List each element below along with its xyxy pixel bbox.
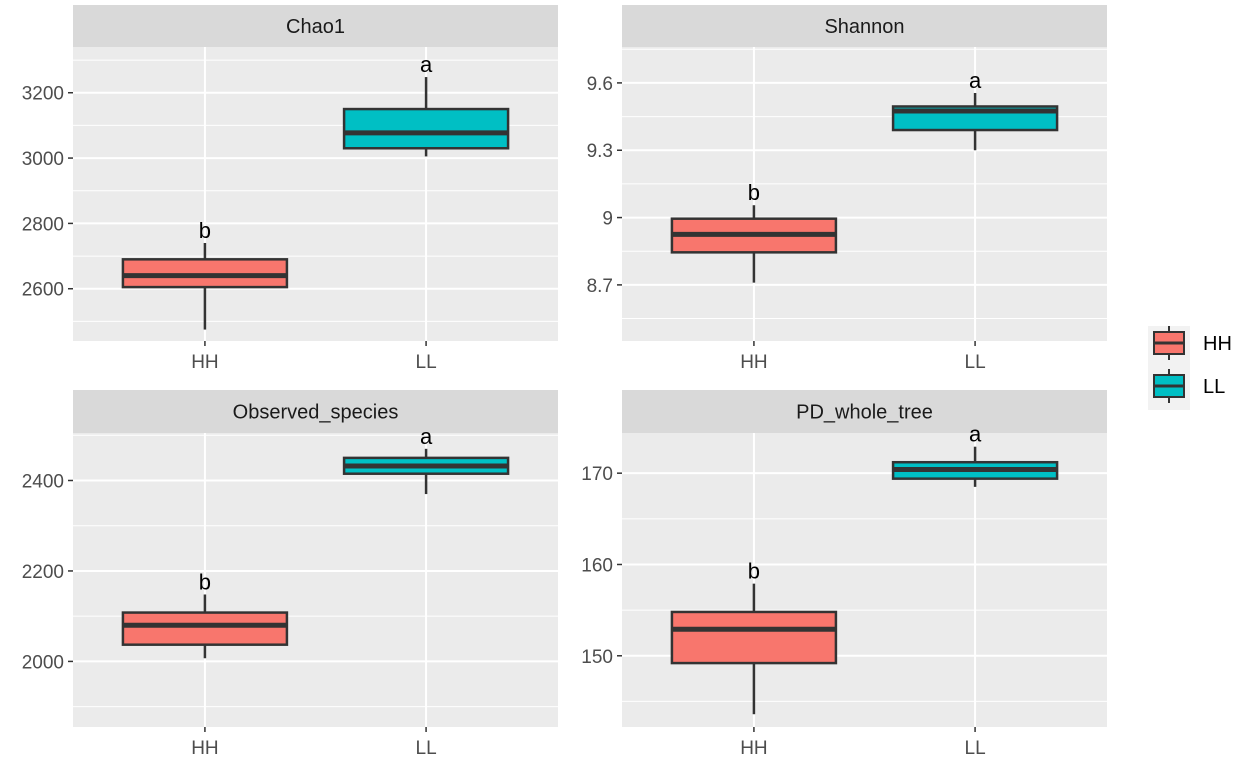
y-tick-label: 2600 — [22, 280, 64, 301]
plot-panel — [73, 433, 558, 727]
y-tick-label: 150 — [581, 647, 613, 668]
significance-letter: b — [199, 218, 211, 243]
y-tick-label: 9.6 — [587, 74, 613, 95]
y-tick-label: 2000 — [22, 652, 64, 673]
y-tick-label: 160 — [581, 555, 613, 576]
facet-title: PD_whole_tree — [796, 402, 933, 424]
y-tick-label: 2400 — [22, 471, 64, 492]
x-tick-label: LL — [416, 738, 437, 758]
legend: HH LL — [1148, 326, 1232, 410]
facet-title: Observed_species — [233, 402, 399, 424]
box-iqr — [670, 610, 838, 665]
y-tick-label: 8.7 — [587, 276, 613, 297]
x-tick-label: HH — [191, 352, 218, 373]
facet-panel-1: Chao1 2600 2800 3000 3200 HH LL b a — [22, 5, 558, 373]
x-tick-label: HH — [740, 352, 767, 373]
boxplot-hh: b — [121, 569, 289, 659]
plot-panel — [622, 433, 1107, 727]
x-tick-label: HH — [191, 738, 218, 758]
plot-panel — [73, 47, 558, 341]
y-tick-label: 2800 — [22, 214, 64, 235]
significance-letter: a — [969, 68, 982, 93]
y-tick-label: 2200 — [22, 562, 64, 583]
x-tick-label: LL — [965, 738, 986, 758]
y-tick-label: 170 — [581, 464, 613, 485]
significance-letter: b — [748, 559, 760, 584]
x-tick-label: LL — [416, 352, 437, 373]
legend-label: HH — [1203, 333, 1232, 355]
y-tick-label: 9.3 — [587, 141, 613, 162]
x-tick-label: HH — [740, 738, 767, 758]
boxplot-hh: b — [670, 559, 838, 715]
facet-strip — [73, 5, 558, 47]
facet-strip — [73, 390, 558, 433]
y-tick-label: 9 — [602, 209, 613, 230]
significance-letter: a — [420, 424, 433, 449]
significance-letter: a — [420, 52, 433, 77]
boxplot-ll: a — [342, 424, 510, 495]
boxplot-ll: a — [342, 52, 510, 157]
facet-strip — [622, 5, 1107, 47]
boxplot-ll: a — [891, 422, 1059, 487]
significance-letter: b — [748, 180, 760, 205]
facet-strip — [622, 390, 1107, 433]
facet-panel-4: PD_whole_tree 150 160 170 HH LL b a — [581, 390, 1107, 758]
box-iqr — [342, 107, 510, 150]
significance-letter: b — [199, 569, 211, 594]
plot-panel — [622, 47, 1107, 341]
facet-title: Shannon — [824, 16, 904, 38]
box-iqr — [121, 611, 289, 646]
y-tick-label: 3000 — [22, 149, 64, 170]
facet-panel-3: Observed_species 2000 2200 2400 HH LL b a — [22, 390, 558, 758]
facet-title: Chao1 — [286, 16, 345, 38]
x-tick-label: LL — [965, 352, 986, 373]
legend-label: LL — [1203, 376, 1225, 398]
boxplot-hh: b — [121, 218, 289, 330]
significance-letter: a — [969, 422, 982, 447]
y-tick-label: 3200 — [22, 84, 64, 105]
facet-panel-2: Shannon 8.7 9 9.3 9.6 HH LL b a — [587, 5, 1107, 373]
boxplot-hh: b — [670, 180, 838, 283]
boxplot-ll: a — [891, 68, 1059, 151]
